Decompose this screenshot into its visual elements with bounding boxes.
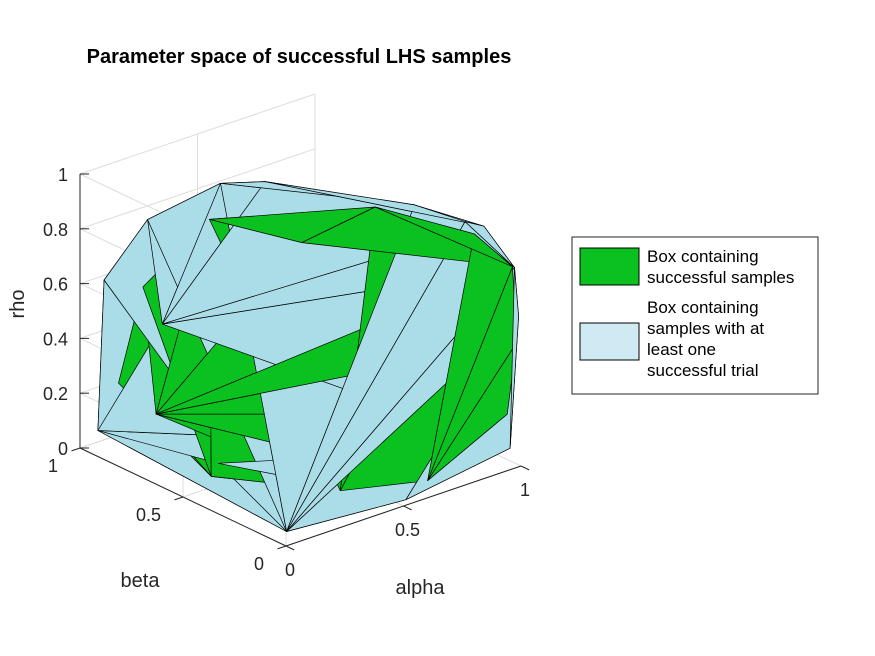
x-tick-mark [403, 505, 412, 511]
legend-swatch [579, 247, 640, 286]
x-tick-label: 1 [520, 480, 530, 500]
z-tick-label: 0.2 [43, 384, 68, 404]
legend: Box containing successful samples Box cont… [571, 236, 819, 395]
x-tick-mark [285, 545, 295, 551]
y-tick-mark [71, 447, 81, 452]
z-tick-label: 0.6 [43, 275, 68, 295]
grid-line [79, 148, 316, 230]
x-tick-label: 0 [285, 560, 295, 580]
z-tick-label: 1 [58, 165, 68, 185]
legend-label: successful samples [647, 268, 794, 287]
legend-swatch [579, 322, 640, 361]
legend-label: least one [647, 340, 716, 359]
z-tick-label: 0.4 [43, 329, 68, 349]
legend-label: successful trial [647, 361, 758, 380]
z-tick-label: 0.8 [43, 220, 68, 240]
y-axis-label: beta [121, 570, 161, 592]
legend-label: Box containing [647, 298, 759, 317]
outer-hull-face [464, 221, 515, 268]
x-tick-mark [520, 465, 530, 471]
hull-surfaces [97, 181, 519, 532]
legend-label: Box containing [647, 247, 759, 266]
grid-line [79, 93, 316, 175]
legend-label: samples with at [647, 319, 764, 338]
x-axis-label: alpha [396, 577, 446, 599]
chart-title: Parameter space of successful LHS sample… [87, 46, 512, 68]
z-axis-label: rho [7, 290, 29, 319]
z-tick-label: 0 [58, 439, 68, 459]
y-tick-label: 1 [48, 456, 58, 476]
inner-hull-face [374, 206, 513, 267]
y-tick-label: 0.5 [136, 505, 161, 525]
y-tick-mark [174, 496, 184, 501]
y-tick-mark [277, 545, 287, 550]
outer-hull-face [509, 267, 519, 449]
y-tick-label: 0 [254, 554, 264, 574]
x-tick-label: 0.5 [395, 520, 420, 540]
